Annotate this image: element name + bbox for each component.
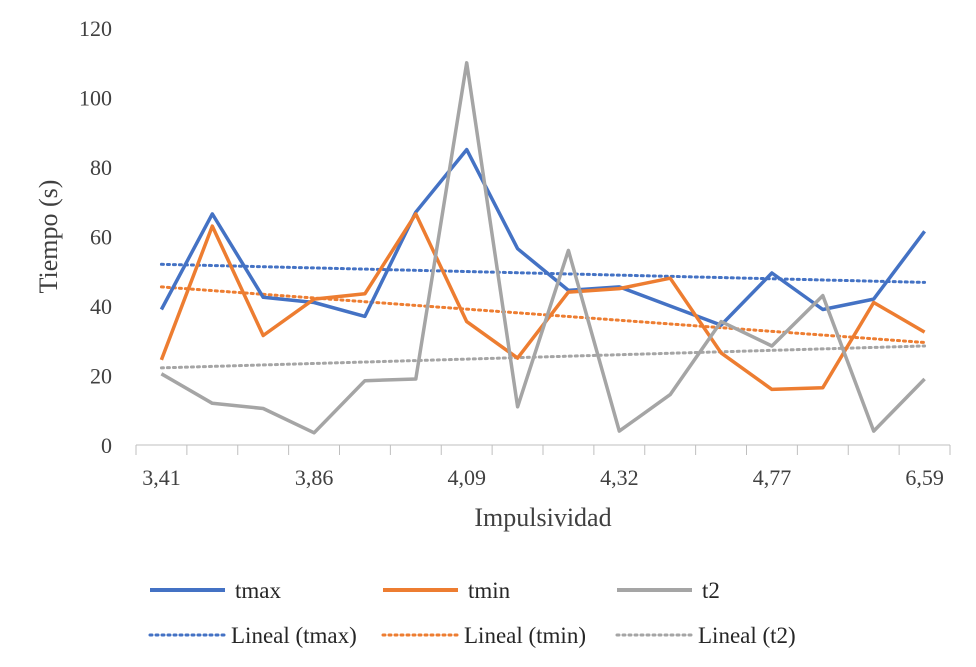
x-tick-label: 3,41 xyxy=(142,465,181,490)
y-tick-label: 60 xyxy=(90,225,112,250)
x-axis-tick-labels: 3,41 3,86 4,09 4,32 4,77 6,59 xyxy=(142,465,944,490)
legend-label-t2: t2 xyxy=(702,578,720,603)
x-tick-label: 3,86 xyxy=(295,465,334,490)
x-tick-label: 4,09 xyxy=(447,465,486,490)
series-line-t2 xyxy=(160,61,926,435)
trendlines xyxy=(159,262,927,370)
y-axis-title: Tiempo (s) xyxy=(34,180,63,294)
y-tick-label: 20 xyxy=(90,364,112,389)
y-tick-label: 80 xyxy=(90,155,112,180)
series-line-tmax xyxy=(159,147,926,327)
y-axis-ticks: 0 20 40 60 80 100 120 xyxy=(79,16,112,458)
y-tick-label: 120 xyxy=(79,16,112,41)
x-tick-label: 4,77 xyxy=(753,465,792,490)
x-axis-tickmarks xyxy=(135,445,951,455)
x-axis-title: Impulsividad xyxy=(474,503,611,532)
legend-label-trendline: Lineal (tmax) xyxy=(231,623,357,648)
trendline-lineal-tmax xyxy=(159,262,927,284)
series-lines xyxy=(159,61,926,435)
legend: tmax tmin t2 Lineal (tmax) Lineal (tmin) Line… xyxy=(148,578,796,648)
y-tick-label: 100 xyxy=(79,86,112,111)
x-tick-label: 4,32 xyxy=(600,465,639,490)
y-tick-label: 0 xyxy=(101,433,112,458)
trendline-lineal-tmin xyxy=(159,285,927,344)
legend-label-tmin: tmin xyxy=(468,578,511,603)
legend-label-trendline: Lineal (tmin) xyxy=(464,623,586,648)
y-tick-label: 40 xyxy=(90,294,112,319)
x-tick-label: 6,59 xyxy=(905,465,944,490)
legend-label-tmax: tmax xyxy=(235,578,281,603)
trendline-lineal-t2 xyxy=(159,344,927,370)
legend-label-trendline: Lineal (t2) xyxy=(698,623,796,648)
